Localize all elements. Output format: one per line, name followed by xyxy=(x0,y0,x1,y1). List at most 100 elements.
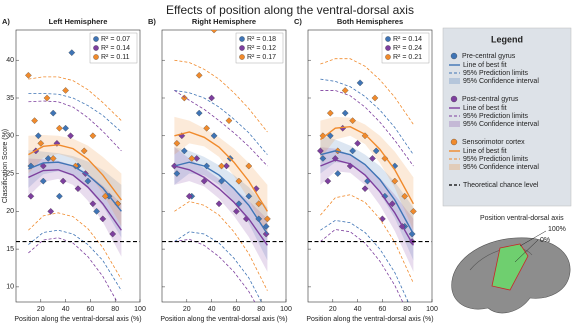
point xyxy=(354,140,361,147)
point xyxy=(262,223,270,230)
point xyxy=(203,162,210,170)
x-tick-label: 80 xyxy=(403,306,411,313)
fit-line xyxy=(320,150,415,235)
panel-label: A) xyxy=(2,17,10,26)
prediction-limit xyxy=(320,219,409,302)
prediction-limit xyxy=(28,237,118,302)
point xyxy=(173,170,181,177)
fit-line xyxy=(28,144,122,201)
fit-line xyxy=(320,159,415,246)
x-tick-label: 80 xyxy=(257,306,265,313)
point xyxy=(39,177,47,185)
point xyxy=(47,208,55,215)
legend-label: Line of best fit xyxy=(463,148,507,155)
r2-label: R² = 0.17 xyxy=(247,54,276,61)
legend-label: Line of best fit xyxy=(463,105,507,112)
r2-label: R² = 0.11 xyxy=(101,54,130,61)
point xyxy=(341,87,349,94)
r2-marker xyxy=(385,45,391,51)
point xyxy=(361,185,369,192)
point xyxy=(31,117,38,124)
point xyxy=(195,72,203,79)
point xyxy=(173,140,181,147)
prediction-limit xyxy=(28,76,122,121)
fit-line xyxy=(174,165,268,246)
point xyxy=(245,192,253,200)
point xyxy=(349,147,356,155)
legend-label: Line of best fit xyxy=(463,62,507,69)
prediction-limit xyxy=(174,238,256,302)
point xyxy=(34,132,42,140)
confidence-band xyxy=(174,147,268,272)
point xyxy=(27,192,35,200)
r2-label: R² = 0.07 xyxy=(101,36,130,43)
point xyxy=(215,200,223,208)
prediction-limit xyxy=(174,59,268,133)
prediction-limit xyxy=(174,90,268,155)
legend-label: 95% Prediction limits xyxy=(463,156,528,163)
r2-marker xyxy=(385,54,391,60)
point xyxy=(210,30,218,34)
point xyxy=(84,177,92,185)
point xyxy=(401,192,409,200)
point xyxy=(101,192,109,200)
x-tick-label: 60 xyxy=(233,306,241,313)
point xyxy=(349,117,356,124)
legend-label: 95% Confidence interval xyxy=(463,164,539,171)
point xyxy=(225,117,233,124)
x-axis-label: Position along the ventral-dorsal axis (… xyxy=(306,316,433,323)
point xyxy=(56,192,63,200)
figure-title: Effects of position along the ventral-do… xyxy=(166,3,414,17)
point xyxy=(388,200,396,208)
prediction-limit xyxy=(174,231,262,302)
point xyxy=(62,124,69,132)
fit-line xyxy=(28,169,122,231)
confidence-band xyxy=(320,147,414,272)
x-tick-label: 20 xyxy=(183,306,191,313)
plot-content xyxy=(16,49,140,302)
point xyxy=(341,109,349,117)
r2-label: R² = 0.21 xyxy=(393,54,422,61)
point xyxy=(264,215,271,223)
x-axis-label: Position along the ventral-dorsal axis (… xyxy=(160,316,287,323)
confidence-band xyxy=(320,116,414,231)
point xyxy=(37,140,45,147)
point xyxy=(356,79,364,87)
y-tick-label: 20 xyxy=(6,208,14,215)
legend-label: Post-central gyrus xyxy=(462,96,519,103)
legend-label: Sensorimotor cortex xyxy=(462,139,525,146)
y-tick-label: 40 xyxy=(6,57,14,64)
fit-line xyxy=(28,161,122,212)
prediction-limit xyxy=(320,78,414,155)
fit-line xyxy=(174,131,268,212)
x-tick-label: 40 xyxy=(354,306,362,313)
confidence-band xyxy=(320,135,414,261)
point xyxy=(262,230,270,238)
point xyxy=(218,162,225,170)
x-tick-label: 60 xyxy=(87,306,95,313)
point xyxy=(39,162,47,170)
point xyxy=(255,200,263,208)
r2-label: R² = 0.12 xyxy=(247,45,276,52)
r2-marker xyxy=(93,54,99,60)
legend-label: 95% Prediction limits xyxy=(463,70,528,77)
r2-label: R² = 0.14 xyxy=(101,45,130,52)
point xyxy=(245,162,253,170)
r2-marker xyxy=(239,45,245,51)
inset-title: Position ventral-dorsal axis xyxy=(480,215,564,222)
prediction-limit xyxy=(320,194,414,284)
r2-label: R² = 0.18 xyxy=(247,36,276,43)
legend-label: 95% Prediction limits xyxy=(463,113,528,120)
point xyxy=(93,208,100,215)
prediction-limit xyxy=(174,201,268,291)
y-tick-label: 10 xyxy=(6,284,14,291)
point xyxy=(67,132,74,140)
point xyxy=(80,147,88,155)
x-tick-label: 100 xyxy=(280,306,292,313)
point xyxy=(43,94,51,102)
y-tick-label: 30 xyxy=(6,133,14,140)
point xyxy=(49,109,57,117)
pointer xyxy=(514,239,539,263)
legend-label: 95% Confidence interval xyxy=(463,78,539,85)
fit-line xyxy=(174,161,268,235)
